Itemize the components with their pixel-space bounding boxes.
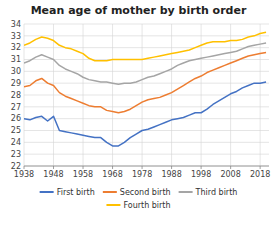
y-grid-line xyxy=(24,47,269,48)
x-tick xyxy=(142,166,143,169)
chart: Mean age of mother by birth order2223242… xyxy=(0,0,277,225)
series-line xyxy=(24,43,266,84)
series-line xyxy=(24,82,266,146)
y-grid-line xyxy=(24,166,269,167)
y-tick-label: 30 xyxy=(11,67,21,76)
legend-item: Fourth birth xyxy=(106,201,170,210)
y-grid-line xyxy=(24,71,269,72)
title: Mean age of mother by birth order xyxy=(31,4,247,17)
x-tick-label: 2018 xyxy=(250,170,270,179)
x-grid-line xyxy=(53,24,54,166)
x-axis-line xyxy=(24,166,269,167)
y-grid-line xyxy=(24,83,269,84)
y-tick-label: 31 xyxy=(11,55,21,64)
y-grid-line xyxy=(24,95,269,96)
series-line xyxy=(24,52,266,112)
y-grid-line xyxy=(24,24,269,25)
x-tick-label: 1958 xyxy=(73,170,93,179)
y-grid-line xyxy=(24,142,269,143)
y-tick-label: 23 xyxy=(11,150,21,159)
x-grid-line xyxy=(142,24,143,166)
x-grid-line xyxy=(260,24,261,166)
legend: First birth Second birth Third birth Fourth… xyxy=(40,188,238,210)
y-tick-label: 32 xyxy=(11,43,21,52)
x-tick-label: 1968 xyxy=(102,170,122,179)
x-grid-line xyxy=(171,24,172,166)
legend-item: Third birth xyxy=(179,188,238,197)
x-tick xyxy=(24,166,25,169)
legend-swatch xyxy=(106,204,120,206)
y-tick-label: 24 xyxy=(11,138,21,147)
y-grid-line xyxy=(24,106,269,107)
x-tick xyxy=(171,166,172,169)
legend-label: Fourth birth xyxy=(123,201,170,210)
y-tick-label: 28 xyxy=(11,91,21,100)
y-tick-label: 34 xyxy=(11,20,21,29)
x-tick-label: 1978 xyxy=(132,170,152,179)
x-tick xyxy=(230,166,231,169)
grid xyxy=(24,24,269,166)
x-tick-label: 2008 xyxy=(220,170,240,179)
x-tick xyxy=(112,166,113,169)
series-group xyxy=(24,32,266,146)
legend-label: First birth xyxy=(57,188,95,197)
legend-swatch xyxy=(103,191,117,193)
x-tick-label: 1948 xyxy=(43,170,63,179)
y-grid-line xyxy=(24,35,269,36)
legend-swatch xyxy=(40,191,54,193)
x-tick xyxy=(83,166,84,169)
y-tick-label: 25 xyxy=(11,126,21,135)
y-tick-label: 29 xyxy=(11,79,21,88)
x-tick xyxy=(53,166,54,169)
x-tick-label: 1998 xyxy=(191,170,211,179)
x-tick xyxy=(260,166,261,169)
y-grid-line xyxy=(24,154,269,155)
legend-label: Third birth xyxy=(195,188,238,197)
legend-item: First birth xyxy=(40,188,95,197)
x-tick-label: 1988 xyxy=(161,170,181,179)
x-grid-line xyxy=(112,24,113,166)
x-tick xyxy=(201,166,202,169)
x-grid-line xyxy=(83,24,84,166)
legend-label: Second birth xyxy=(120,188,171,197)
legend-swatch xyxy=(179,191,193,193)
x-tick-label: 1938 xyxy=(14,170,34,179)
legend-item: Second birth xyxy=(103,188,171,197)
y-grid-line xyxy=(24,118,269,119)
y-tick-label: 27 xyxy=(11,103,21,112)
y-tick-label: 33 xyxy=(11,32,21,41)
series-line xyxy=(24,32,266,60)
y-tick-label: 26 xyxy=(11,114,21,123)
x-grid-line xyxy=(230,24,231,166)
